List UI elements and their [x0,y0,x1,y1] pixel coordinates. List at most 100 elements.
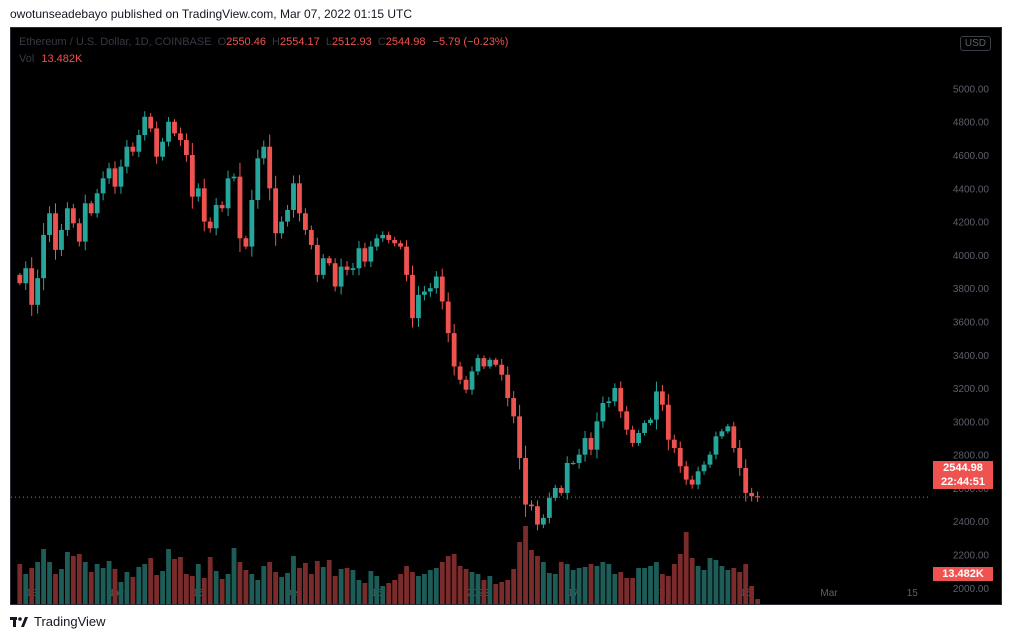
volume-bar [499,582,505,604]
candle-body [665,404,671,440]
candle-body [493,359,499,365]
volume-bar [517,542,522,604]
volume-bar [332,576,338,604]
volume-bar [505,580,511,604]
candle-body [654,391,659,420]
candle-body [267,146,273,189]
candle-body [546,497,552,518]
volume-bar [255,580,261,604]
volume-bar [737,572,743,604]
candle-body [65,208,70,230]
volume-bar [642,568,647,604]
volume-bar [683,532,689,604]
volume-bar [469,572,475,604]
volume-bar [755,599,760,604]
volume-bar [279,577,284,604]
candle-body [344,266,350,270]
candle-body [416,294,421,319]
candle-body [392,239,398,244]
candle-body [606,401,612,404]
candle-body [219,204,225,209]
volume-bar [457,566,463,604]
candle-body [237,176,243,239]
candle-body [255,158,261,200]
volume-bar [160,571,165,604]
volume-bar [713,560,719,604]
candle-body [94,193,100,214]
x-tick-label: Mar [820,588,838,599]
change-value: −5.79 (−0.23%) [432,36,509,48]
candle-body [172,121,177,134]
open-label: O [217,36,227,48]
volume-bar [23,574,29,604]
volume-bar [636,568,641,604]
chart-frame[interactable]: 5000.00 4800.00 4600.00 4400.00 4200.00 4000.… [10,27,1002,605]
candle-body [677,447,683,467]
footer-brand[interactable]: TradingView [34,614,106,629]
candle-body [380,234,386,239]
volume-bar [660,574,665,604]
candle-body [41,234,46,279]
candle-body [588,437,594,450]
volume-bar [386,583,392,604]
volume-bar [546,573,552,604]
volume-bar [588,564,594,604]
volume-bar [356,580,362,604]
volume-bar [178,557,183,604]
candle-body [558,487,564,493]
candle-body [47,213,52,235]
volume-bar [481,580,487,604]
volume-bar [35,562,41,604]
last-price-value: 2544.98 [943,462,983,474]
symbol-label[interactable]: Ethereum / U.S. Dollar, 1D, COINBASE [19,36,212,48]
candle-body [178,133,183,141]
candle-body [249,199,255,247]
candle-body [630,429,636,443]
candle-body [487,359,493,367]
volume-bar [41,549,46,604]
volume-bar [344,568,350,604]
volume-bar [297,568,302,604]
candle-body [475,358,481,372]
candle-body [166,121,171,142]
close-value: 2544.98 [385,36,426,48]
volume-bar [451,554,457,604]
currency-button[interactable]: USD [959,36,991,51]
candlestick-chart[interactable]: 5000.00 4800.00 4600.00 4400.00 4200.00 4000.… [11,28,1001,604]
candle-body [529,504,534,507]
candle-body [374,238,380,247]
candle-body [749,492,755,497]
volume-bar [166,549,171,604]
y-tick-label: 3200.00 [953,384,990,395]
volume-bar [112,569,118,604]
candle-body [142,116,148,136]
candle-body [671,439,677,448]
candle-body [100,178,106,194]
volume-bar [695,566,701,604]
volume-bar [671,564,677,604]
candle-body [725,426,731,432]
volume-bar [606,564,612,604]
y-tick-label: 3000.00 [953,417,990,428]
candle-body [594,421,600,450]
volume-bar [291,556,296,604]
volume-bar [422,574,427,604]
candle-body [576,454,582,463]
candle-body [112,168,118,187]
candle-body [612,388,618,402]
candle-body [23,268,29,284]
volume-bar [529,550,534,604]
candle-body [636,433,641,443]
candle-body [320,258,326,275]
volume-bar [487,576,493,604]
candle-body [439,276,445,302]
candle-body [350,268,356,270]
volume-label[interactable]: Vol [19,53,35,65]
candle-body [273,188,279,234]
volume-bar [648,566,653,604]
y-tick-label: 4800.00 [953,118,990,129]
volume-bar [350,570,356,604]
volume-bar [273,572,279,604]
candle-body [707,454,713,465]
candle-body [297,183,302,214]
